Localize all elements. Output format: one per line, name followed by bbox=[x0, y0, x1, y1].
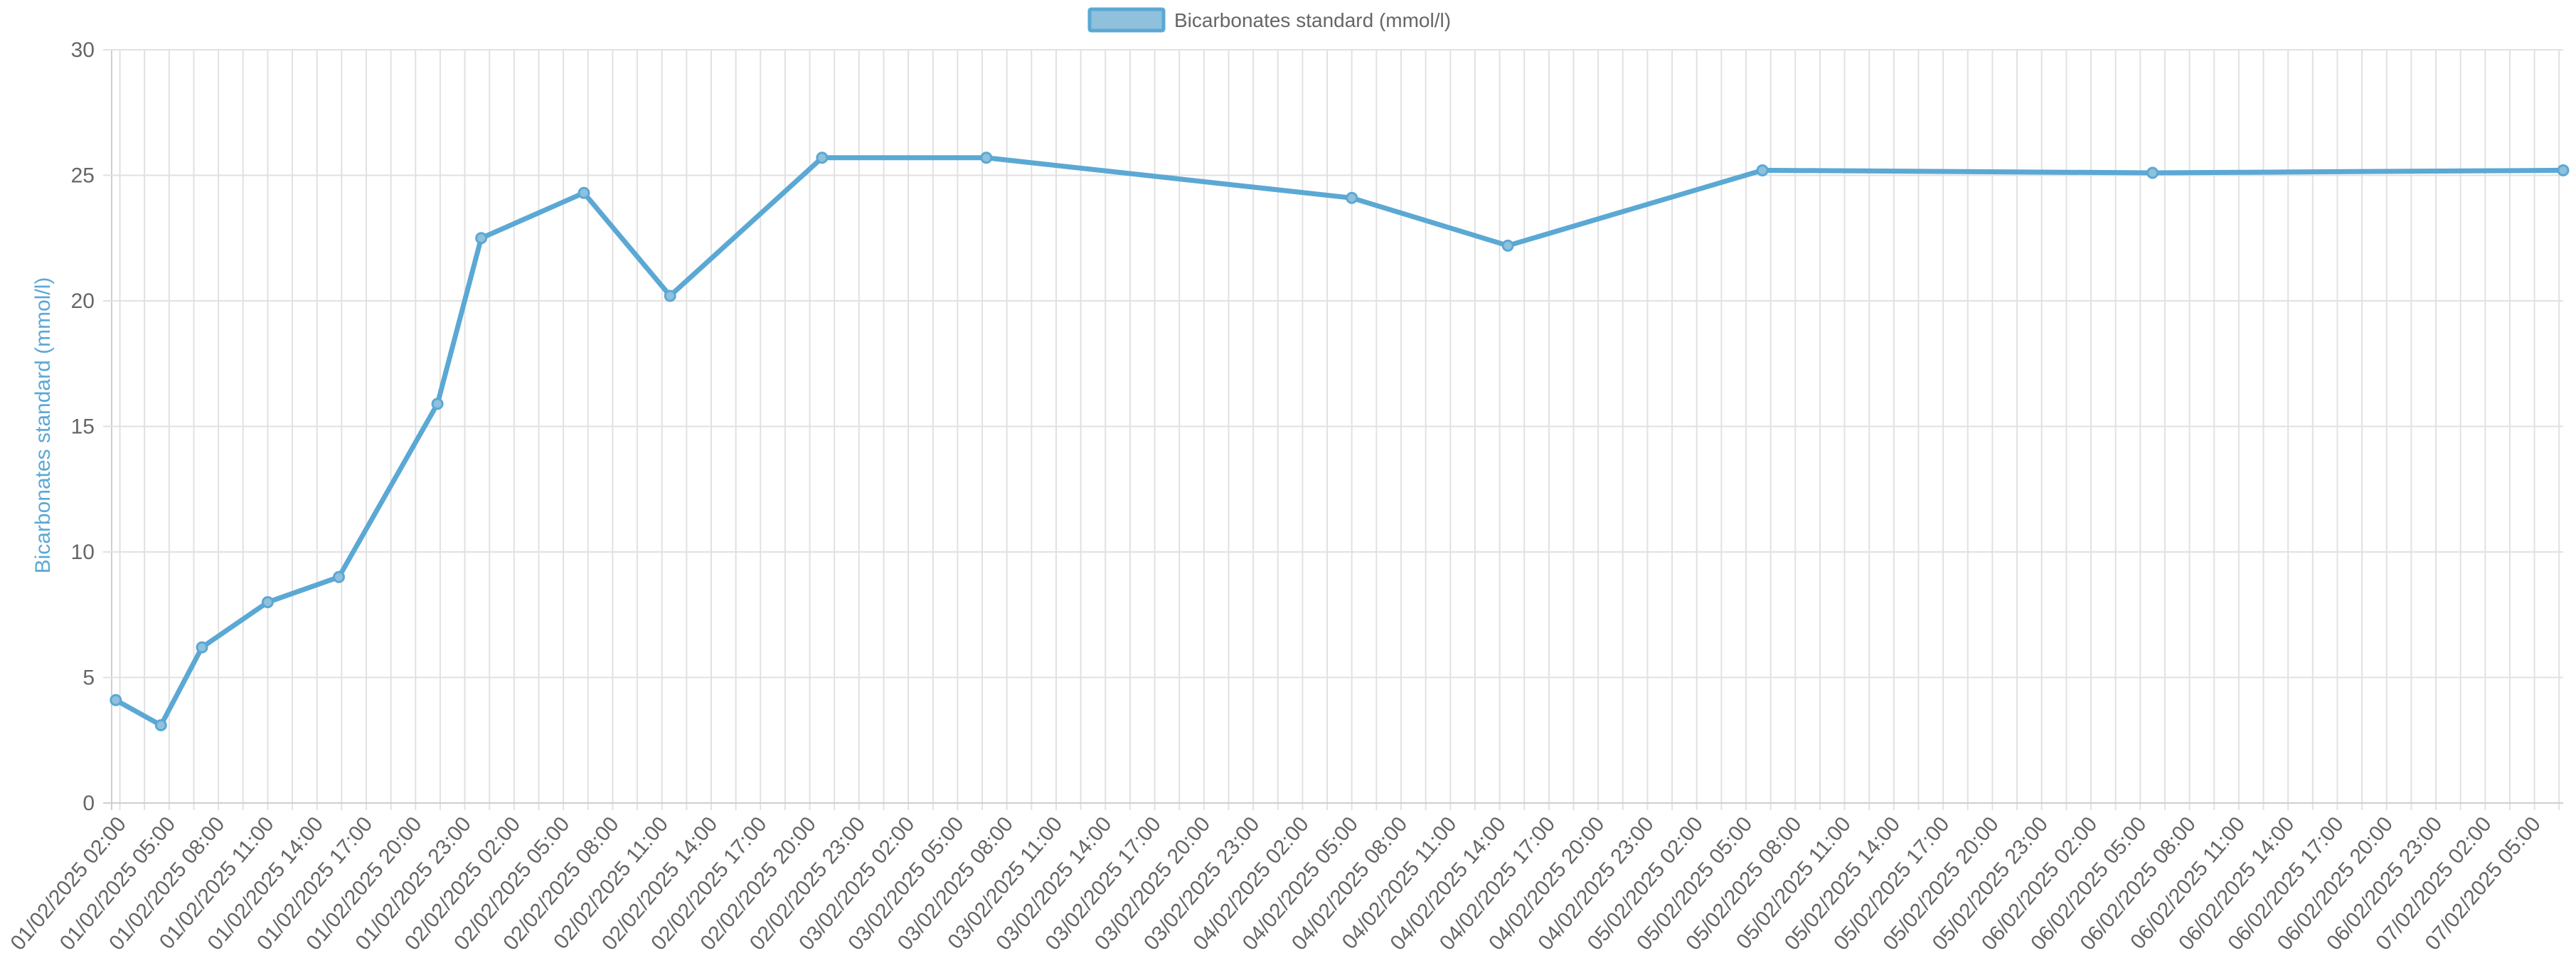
data-point bbox=[261, 596, 274, 609]
y-tick-label: 20 bbox=[71, 289, 95, 313]
y-gridlines bbox=[103, 49, 2563, 804]
data-point bbox=[980, 152, 993, 164]
data-point bbox=[332, 570, 345, 583]
data-point bbox=[1501, 239, 1514, 252]
data-point bbox=[431, 398, 444, 410]
legend-label: Bicarbonates standard (mmol/l) bbox=[1174, 9, 1451, 31]
y-tick-label: 30 bbox=[71, 38, 95, 62]
data-point bbox=[1346, 191, 1358, 204]
y-tick-label: 5 bbox=[83, 666, 95, 690]
y-tick-labels: 0 5 10 15 20 25 30 bbox=[71, 38, 95, 815]
y-tick-label: 10 bbox=[71, 541, 95, 564]
y-axis-label: Bicarbonates standard (mmol/l) bbox=[31, 277, 55, 574]
data-point bbox=[196, 641, 208, 654]
series-line bbox=[113, 155, 2566, 728]
data-point bbox=[110, 693, 122, 706]
y-tick-label: 0 bbox=[83, 792, 95, 815]
y-tick-label: 25 bbox=[71, 164, 95, 188]
data-point bbox=[2146, 166, 2159, 179]
data-point bbox=[578, 186, 590, 199]
x-gridlines bbox=[111, 50, 2560, 810]
data-point bbox=[475, 232, 488, 245]
y-tick-label: 15 bbox=[71, 415, 95, 439]
legend-swatch bbox=[1087, 7, 1166, 33]
legend[interactable]: Bicarbonates standard (mmol/l) bbox=[1087, 7, 1451, 33]
data-point bbox=[1756, 164, 1769, 176]
data-point bbox=[154, 719, 167, 732]
data-point bbox=[664, 289, 676, 302]
data-point bbox=[2557, 164, 2570, 176]
series-layer bbox=[110, 152, 2570, 732]
data-point bbox=[816, 152, 829, 164]
